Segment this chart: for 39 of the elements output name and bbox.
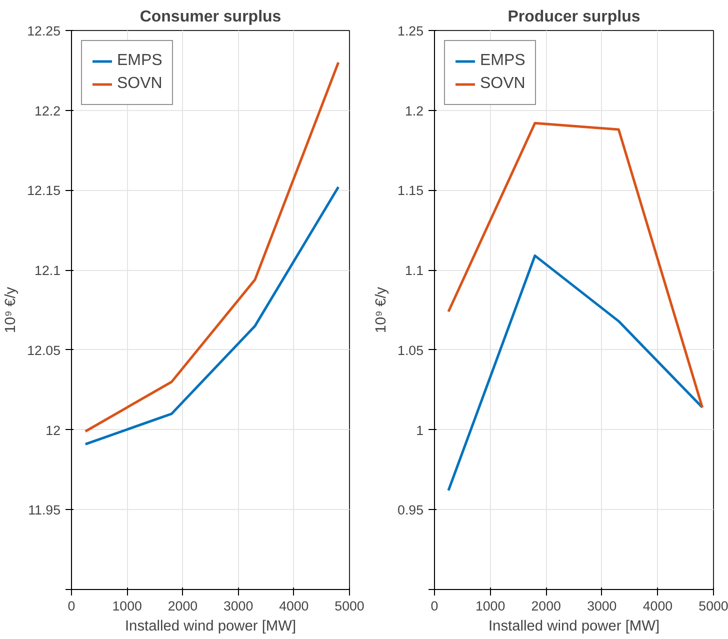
legend-label: SOVN bbox=[117, 75, 162, 93]
x-tick-label: 5000 bbox=[334, 598, 364, 614]
x-tick-label: 0 bbox=[430, 598, 438, 614]
x-tick-label: 2000 bbox=[531, 598, 561, 614]
x-tick-label: 3000 bbox=[223, 598, 254, 614]
y-tick-label: 12.15 bbox=[27, 183, 61, 198]
y-tick-label: 1.15 bbox=[398, 183, 424, 198]
y-tick-label: 12.1 bbox=[34, 263, 61, 278]
y-tick-label: 1 bbox=[416, 422, 424, 438]
y-tick-label: 1.2 bbox=[404, 103, 424, 118]
y-tick-label: 1.25 bbox=[398, 24, 424, 38]
legend-label: SOVN bbox=[480, 75, 526, 93]
x-tick-label: 3000 bbox=[587, 598, 617, 614]
y-tick-label: 12.25 bbox=[27, 24, 61, 38]
x-tick-label: 2000 bbox=[168, 598, 198, 614]
y-tick-label: 1.05 bbox=[398, 342, 424, 358]
y-tick-label: 12.05 bbox=[27, 342, 61, 358]
legend-label: EMPS bbox=[117, 52, 162, 70]
x-tick-label: 5000 bbox=[698, 598, 728, 614]
line-series bbox=[447, 254, 704, 492]
legend-label: EMPS bbox=[480, 52, 526, 70]
y-tick-label: 12 bbox=[46, 422, 61, 438]
chart-title: Producer surplus bbox=[508, 8, 640, 26]
y-tick-label: 11.95 bbox=[28, 502, 61, 518]
x-axis-title: Installed wind power [MW] bbox=[124, 618, 296, 634]
line-series bbox=[84, 186, 340, 446]
y-tick-label: 12.2 bbox=[34, 103, 61, 118]
x-tick-label: 4000 bbox=[279, 598, 309, 614]
x-tick-label: 0 bbox=[68, 598, 76, 614]
line-series bbox=[447, 122, 704, 409]
y-tick-label: 0.95 bbox=[398, 502, 424, 518]
y-axis-title: 10⁹ €/y bbox=[374, 286, 390, 334]
x-tick-label: 1000 bbox=[112, 598, 142, 614]
x-tick-label: 1000 bbox=[475, 598, 506, 614]
x-tick-label: 4000 bbox=[642, 598, 673, 614]
y-axis-title: 10⁹ €/y bbox=[3, 286, 20, 334]
y-tick-label: 1.1 bbox=[404, 263, 424, 278]
chart-title: Consumer surplus bbox=[140, 8, 282, 26]
x-axis-title: Installed wind power [MW] bbox=[488, 618, 660, 634]
